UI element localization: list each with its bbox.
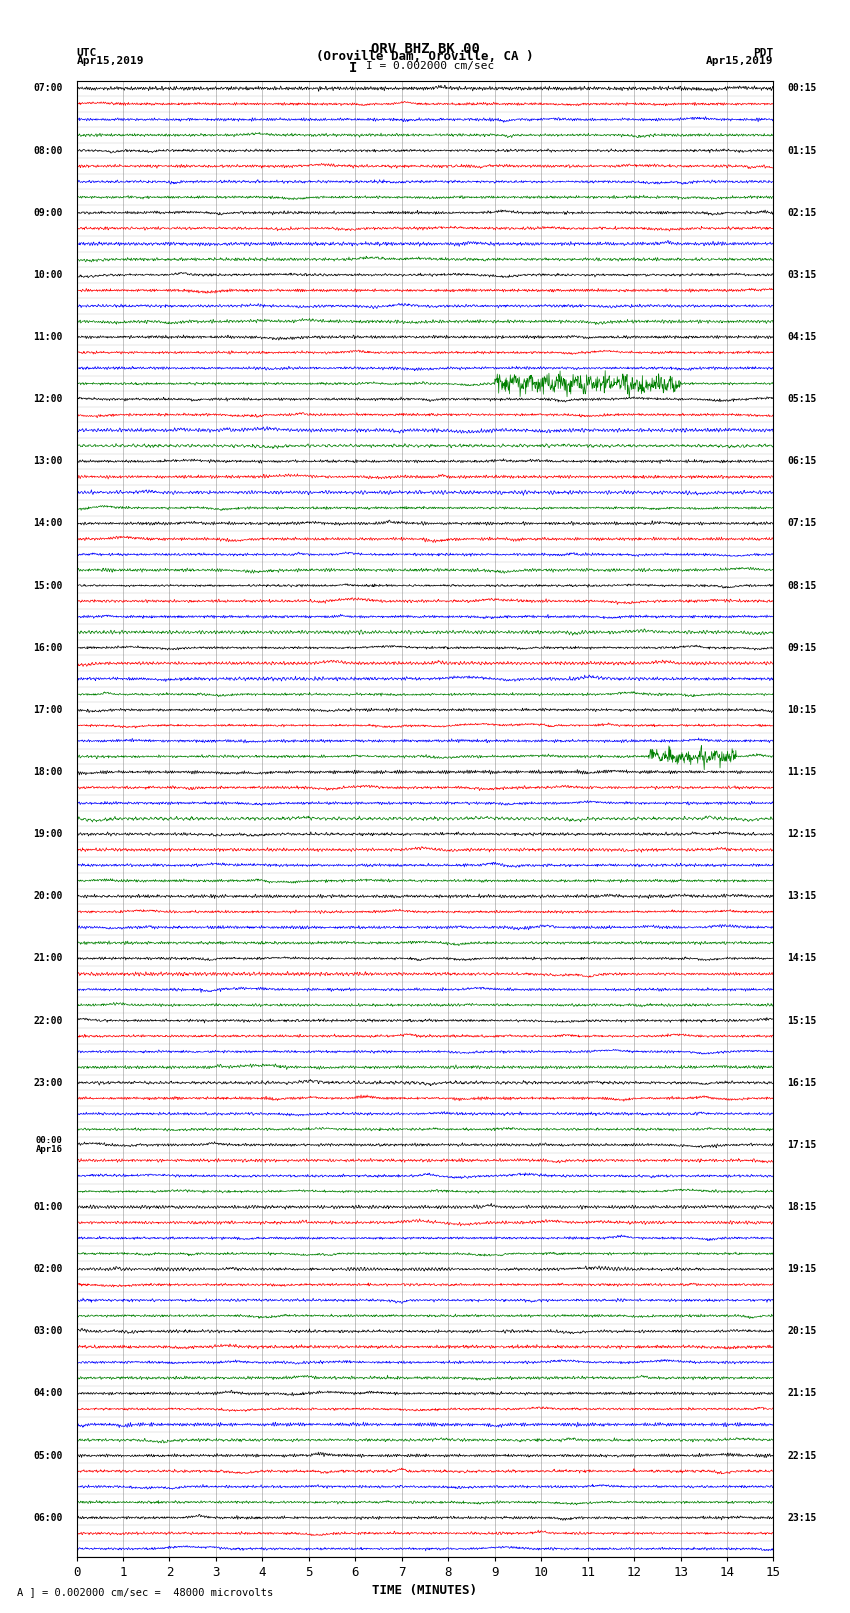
- Text: 16:00: 16:00: [33, 642, 63, 653]
- Text: 07:15: 07:15: [787, 518, 817, 529]
- Text: I = 0.002000 cm/sec: I = 0.002000 cm/sec: [366, 61, 494, 71]
- Text: 00:00: 00:00: [36, 1136, 63, 1145]
- Text: UTC: UTC: [76, 48, 97, 58]
- Text: 17:00: 17:00: [33, 705, 63, 715]
- Text: 04:15: 04:15: [787, 332, 817, 342]
- Text: 05:15: 05:15: [787, 394, 817, 405]
- Text: 05:00: 05:00: [33, 1450, 63, 1460]
- Text: 06:15: 06:15: [787, 456, 817, 466]
- Text: 03:15: 03:15: [787, 269, 817, 279]
- Text: Apr16: Apr16: [36, 1145, 63, 1153]
- Text: 21:15: 21:15: [787, 1389, 817, 1398]
- Text: 06:00: 06:00: [33, 1513, 63, 1523]
- Text: A ] = 0.002000 cm/sec =  48000 microvolts: A ] = 0.002000 cm/sec = 48000 microvolts: [17, 1587, 273, 1597]
- Text: 13:00: 13:00: [33, 456, 63, 466]
- Text: 19:00: 19:00: [33, 829, 63, 839]
- Text: 23:15: 23:15: [787, 1513, 817, 1523]
- Text: 16:15: 16:15: [787, 1077, 817, 1087]
- Text: 15:15: 15:15: [787, 1016, 817, 1026]
- Text: 01:00: 01:00: [33, 1202, 63, 1211]
- Text: 02:00: 02:00: [33, 1265, 63, 1274]
- Text: I: I: [348, 61, 357, 76]
- Text: 18:15: 18:15: [787, 1202, 817, 1211]
- Text: 02:15: 02:15: [787, 208, 817, 218]
- Text: 11:15: 11:15: [787, 768, 817, 777]
- Text: 10:00: 10:00: [33, 269, 63, 279]
- Text: 23:00: 23:00: [33, 1077, 63, 1087]
- X-axis label: TIME (MINUTES): TIME (MINUTES): [372, 1584, 478, 1597]
- Text: 09:15: 09:15: [787, 642, 817, 653]
- Text: 12:15: 12:15: [787, 829, 817, 839]
- Text: 22:00: 22:00: [33, 1016, 63, 1026]
- Text: 07:00: 07:00: [33, 84, 63, 94]
- Text: 15:00: 15:00: [33, 581, 63, 590]
- Text: 14:00: 14:00: [33, 518, 63, 529]
- Text: 17:15: 17:15: [787, 1140, 817, 1150]
- Text: 11:00: 11:00: [33, 332, 63, 342]
- Text: 01:15: 01:15: [787, 145, 817, 155]
- Text: 21:00: 21:00: [33, 953, 63, 963]
- Text: 20:00: 20:00: [33, 892, 63, 902]
- Text: 00:15: 00:15: [787, 84, 817, 94]
- Text: 09:00: 09:00: [33, 208, 63, 218]
- Text: 13:15: 13:15: [787, 892, 817, 902]
- Text: 14:15: 14:15: [787, 953, 817, 963]
- Text: PDT: PDT: [753, 48, 774, 58]
- Text: 08:00: 08:00: [33, 145, 63, 155]
- Text: 18:00: 18:00: [33, 768, 63, 777]
- Text: 19:15: 19:15: [787, 1265, 817, 1274]
- Text: 10:15: 10:15: [787, 705, 817, 715]
- Text: 12:00: 12:00: [33, 394, 63, 405]
- Text: 20:15: 20:15: [787, 1326, 817, 1336]
- Text: 04:00: 04:00: [33, 1389, 63, 1398]
- Text: 03:00: 03:00: [33, 1326, 63, 1336]
- Text: (Oroville Dam, Oroville, CA ): (Oroville Dam, Oroville, CA ): [316, 50, 534, 63]
- Text: 22:15: 22:15: [787, 1450, 817, 1460]
- Text: 08:15: 08:15: [787, 581, 817, 590]
- Text: Apr15,2019: Apr15,2019: [76, 56, 144, 66]
- Text: ORV BHZ BK 00: ORV BHZ BK 00: [371, 42, 479, 56]
- Text: Apr15,2019: Apr15,2019: [706, 56, 774, 66]
